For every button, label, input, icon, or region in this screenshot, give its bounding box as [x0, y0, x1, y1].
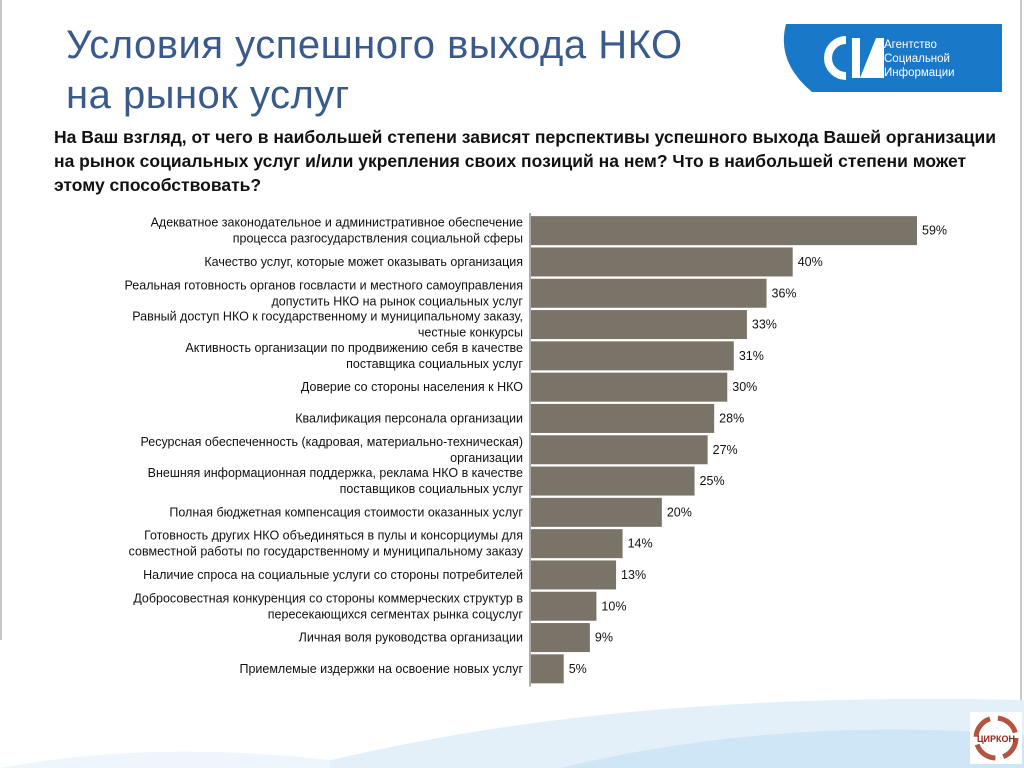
category-label-14: Личная воля руководства организации	[299, 631, 523, 645]
bar-2	[531, 247, 793, 277]
category-label-11-line-2: совместной работы по государственному и …	[129, 545, 524, 559]
bar-value-label-12: 13%	[621, 568, 646, 582]
slide-title: Условия успешного выхода НКО на рынок ус…	[66, 20, 766, 120]
category-label-3-line-2: допустить НКО на рынок социальных услуг	[271, 294, 523, 308]
bar-value-label-15: 5%	[569, 662, 587, 676]
bar-value-label-7: 28%	[719, 411, 744, 425]
category-label-8: Ресурсная обеспеченность (кадровая, мате…	[140, 435, 523, 465]
category-label-7: Квалификация персонала организации	[295, 411, 523, 425]
category-label-3: Реальная готовность органов госвласти и …	[125, 278, 524, 308]
category-label-1: Адекватное законодательное и администрат…	[151, 216, 523, 246]
category-label-8-line-1: Ресурсная обеспеченность (кадровая, мате…	[140, 435, 523, 449]
bar-11	[531, 529, 623, 559]
category-label-6: Доверие со стороны населения к НКО	[301, 380, 523, 394]
category-label-2-line-1: Качество услуг, которые может оказывать …	[204, 255, 523, 269]
bar-value-label-1: 59%	[922, 224, 947, 238]
corner-badge-text: ЦИРКОН	[977, 734, 1015, 744]
category-label-9-line-2: поставщиков социальных услуг	[340, 482, 524, 496]
bar-value-label-2: 40%	[798, 255, 823, 269]
bar-value-label-5: 31%	[739, 349, 764, 363]
bar-9	[531, 466, 695, 496]
category-label-8-line-2: организации	[450, 451, 523, 465]
category-label-13-line-2: пересекающихся сегментах рынка соцуслуг	[268, 607, 524, 621]
category-label-9: Внешняя информационная поддержка, реклам…	[148, 466, 524, 496]
category-label-4-line-2: честные конкурсы	[418, 326, 523, 340]
category-label-10: Полная бюджетная компенсация стоимости о…	[169, 505, 523, 519]
bar-3	[531, 278, 767, 308]
category-label-12: Наличие спроса на социальные услуги со с…	[143, 568, 523, 582]
category-label-4: Равный доступ НКО к государственному и м…	[132, 310, 523, 340]
bar-4	[531, 310, 747, 340]
bar-12	[531, 560, 617, 590]
bar-value-label-10: 20%	[667, 505, 692, 519]
bar-value-label-9: 25%	[700, 474, 725, 488]
bar-value-label-8: 27%	[713, 443, 738, 457]
bar-8	[531, 435, 708, 465]
bar-value-label-4: 33%	[752, 318, 777, 332]
bar-5	[531, 341, 734, 371]
category-label-7-line-1: Квалификация персонала организации	[295, 411, 523, 425]
category-label-1-line-1: Адекватное законодательное и администрат…	[151, 216, 523, 230]
agency-logo-line-3: Информации	[884, 67, 955, 79]
bar-14	[531, 623, 590, 653]
bar-13	[531, 591, 597, 621]
category-label-6-line-1: Доверие со стороны населения к НКО	[301, 380, 523, 394]
category-label-13-line-1: Добросовестная конкуренция со стороны ко…	[133, 591, 523, 605]
category-label-11: Готовность других НКО объединяться в пул…	[129, 529, 524, 559]
category-label-14-line-1: Личная воля руководства организации	[299, 631, 523, 645]
category-label-10-line-1: Полная бюджетная компенсация стоимости о…	[169, 505, 523, 519]
agency-logo-line-1: Агентство	[884, 39, 937, 51]
category-label-5: Активность организации по продвижению се…	[185, 341, 523, 371]
bar-value-label-6: 30%	[732, 380, 757, 394]
category-label-2: Качество услуг, которые может оказывать …	[204, 255, 523, 269]
bar-6	[531, 372, 728, 402]
category-label-1-line-2: процесса разгосударствления социальной с…	[233, 232, 523, 246]
category-label-5-line-2: поставщика социальных услуг	[346, 357, 523, 371]
bar-value-label-3: 36%	[772, 286, 797, 300]
slide-title-line-2: на рынок услуг	[66, 73, 350, 117]
agency-logo-line-2: Социальной	[884, 53, 950, 65]
bar-15	[531, 654, 564, 684]
category-label-11-line-1: Готовность других НКО объединяться в пул…	[144, 529, 523, 543]
category-label-3-line-1: Реальная готовность органов госвласти и …	[125, 278, 524, 292]
category-label-15: Приемлемые издержки на освоение новых ус…	[239, 662, 523, 676]
bar-value-label-11: 14%	[628, 537, 653, 551]
bar-10	[531, 497, 662, 527]
bar-1	[531, 216, 917, 246]
category-label-5-line-1: Активность организации по продвижению се…	[185, 341, 523, 355]
category-label-9-line-1: Внешняя информационная поддержка, реклам…	[148, 466, 523, 480]
bar-7	[531, 403, 715, 433]
category-label-15-line-1: Приемлемые издержки на освоение новых ус…	[239, 662, 523, 676]
category-label-13: Добросовестная конкуренция со стороны ко…	[133, 591, 523, 621]
category-label-4-line-1: Равный доступ НКО к государственному и м…	[132, 310, 523, 324]
agency-logo-mark-icon	[824, 36, 884, 80]
corner-badge: ЦИРКОН	[970, 712, 1022, 764]
survey-question: На Ваш взгляд, от чего в наибольшей степ…	[54, 127, 997, 195]
bar-value-label-13: 10%	[601, 599, 626, 613]
agency-logo	[783, 24, 1002, 92]
slide-title-line-1: Условия успешного выхода НКО	[66, 23, 683, 67]
bar-value-label-14: 9%	[595, 631, 613, 645]
category-label-12-line-1: Наличие спроса на социальные услуги со с…	[143, 568, 523, 582]
agency-logo-text: Агентство Социальной Информации	[884, 38, 1004, 80]
